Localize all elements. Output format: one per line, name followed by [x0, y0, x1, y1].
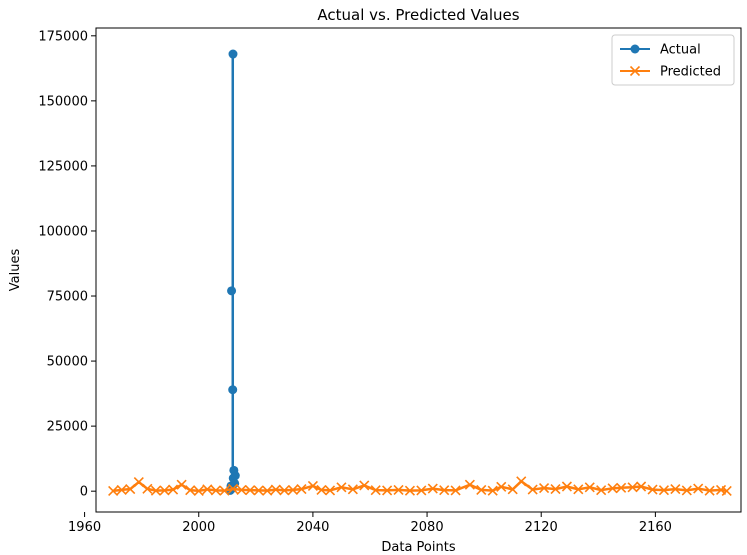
data-point [450, 485, 461, 496]
data-point [210, 485, 221, 496]
data-point [228, 385, 238, 395]
y-axis: 0 25000 50000 75000 100000 125000 150000 175000 [38, 29, 96, 500]
data-point [527, 484, 538, 495]
data-point [647, 484, 658, 495]
y-tick-label: 125000 [38, 159, 88, 174]
y-tick-label: 100000 [38, 224, 88, 239]
data-point [185, 485, 196, 496]
data-point [202, 484, 213, 495]
legend: Actual Predicted [611, 34, 735, 86]
data-point [404, 485, 416, 496]
data-point [636, 481, 647, 492]
data-point [227, 483, 239, 494]
data-point [487, 485, 498, 496]
data-point [324, 485, 336, 496]
legend-entry-predicted: Predicted [620, 65, 721, 80]
data-point [176, 479, 187, 490]
data-point [230, 471, 240, 481]
data-point [584, 482, 595, 493]
data-point [253, 485, 264, 496]
x-tick-label: 2160 [639, 520, 672, 535]
data-point [476, 484, 487, 495]
x-tick-label: 2000 [182, 520, 215, 535]
data-point [227, 286, 237, 296]
chart-title: Actual vs. Predicted Values [317, 6, 519, 24]
x-tick-label: 2040 [296, 520, 329, 535]
x-axis-label: Data Points [381, 540, 455, 555]
data-point [670, 484, 681, 495]
data-point [630, 44, 640, 54]
data-point [219, 485, 230, 496]
data-point [108, 485, 119, 496]
data-point [416, 485, 427, 496]
data-point [721, 485, 732, 496]
data-point [629, 65, 641, 77]
x-axis: 1960 2000 2040 2080 2120 2160 [68, 512, 672, 535]
data-point [382, 485, 393, 496]
data-point [287, 484, 298, 495]
axes-frame [95, 27, 742, 513]
x-tick-label: 1960 [68, 520, 101, 535]
y-tick-label: 75000 [47, 290, 88, 305]
legend-label: Actual [660, 43, 701, 58]
data-point [167, 484, 179, 495]
y-axis-label: Values [8, 249, 23, 292]
data-point [336, 482, 347, 493]
data-point [496, 481, 507, 492]
y-tick-label: 50000 [47, 355, 88, 370]
data-point [439, 485, 450, 496]
data-point [347, 484, 358, 495]
plot-area [108, 49, 732, 496]
legend-entry-actual: Actual [620, 43, 701, 58]
data-point [658, 485, 670, 496]
data-point [681, 485, 692, 496]
data-point [616, 482, 627, 493]
data-point [607, 483, 618, 494]
data-point [296, 484, 307, 495]
x-tick-label: 2120 [525, 520, 558, 535]
data-point [596, 485, 607, 496]
data-point [262, 485, 273, 496]
data-point [193, 485, 204, 496]
data-point [316, 484, 327, 495]
data-point [393, 484, 404, 495]
y-tick-label: 0 [80, 485, 88, 500]
y-tick-label: 25000 [47, 420, 88, 435]
x-tick-label: 2080 [411, 520, 444, 535]
legend-label: Predicted [660, 65, 721, 80]
data-point [142, 483, 153, 494]
data-point [270, 484, 281, 495]
data-point [359, 480, 370, 491]
series-actual [225, 49, 240, 495]
data-point [236, 484, 247, 495]
data-point [427, 483, 438, 494]
data-point [561, 481, 572, 492]
data-point [693, 483, 704, 494]
data-point [539, 482, 550, 494]
data-point [516, 476, 527, 487]
data-point [133, 477, 144, 488]
series-predicted [108, 476, 732, 496]
data-point [370, 485, 381, 496]
data-point [627, 482, 638, 493]
data-point [228, 49, 238, 59]
y-tick-label: 175000 [38, 29, 88, 44]
data-point [507, 484, 518, 495]
data-point [573, 484, 584, 495]
data-point [464, 479, 475, 490]
data-point [159, 485, 170, 496]
data-point [704, 485, 715, 496]
data-point [279, 485, 290, 496]
data-point [150, 485, 161, 496]
legend-box [611, 34, 735, 86]
data-point [307, 480, 318, 492]
data-point [116, 484, 127, 495]
series-line [112, 479, 727, 493]
data-point [245, 485, 256, 496]
data-point [550, 484, 561, 495]
y-tick-label: 150000 [38, 94, 88, 109]
data-point [125, 484, 136, 495]
